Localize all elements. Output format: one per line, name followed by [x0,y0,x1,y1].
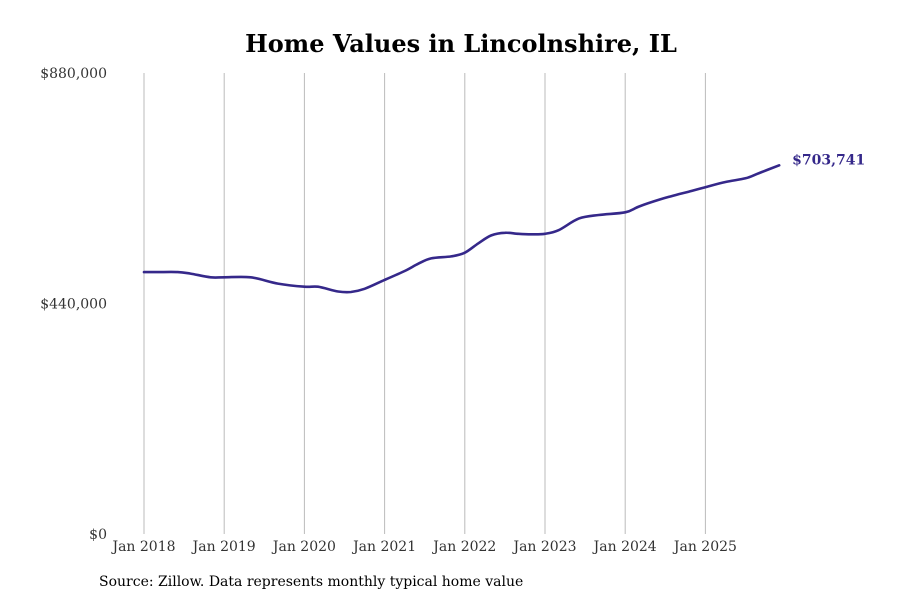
end-value-label: $703,741 [792,152,865,168]
x-tick-label: Jan 2020 [271,539,336,555]
y-tick-label: $880,000 [40,66,107,82]
chart-title: Home Values in Lincolnshire, IL [245,29,677,58]
x-tick-label: Jan 2019 [191,539,256,555]
x-tick-label: Jan 2024 [592,539,657,555]
y-tick-label: $440,000 [40,297,107,313]
x-axis-ticks: Jan 2018 Jan 2019 Jan 2020 Jan 2021 Jan 2022… [110,539,736,555]
x-tick-label: Jan 2021 [351,539,416,555]
x-tick-label: Jan 2018 [110,539,175,555]
series-line-home-value [142,164,781,294]
source-note: Source: Zillow. Data represents monthly … [99,574,524,590]
x-tick-label: Jan 2023 [511,539,576,555]
x-tick-label: Jan 2025 [672,539,737,555]
y-tick-label: $0 [89,527,107,543]
y-axis-ticks: $0 $440,000 $880,000 [40,66,107,543]
x-tick-label: Jan 2022 [431,539,496,555]
grid-lines [143,73,706,534]
series-group: $703,741 [142,152,865,294]
